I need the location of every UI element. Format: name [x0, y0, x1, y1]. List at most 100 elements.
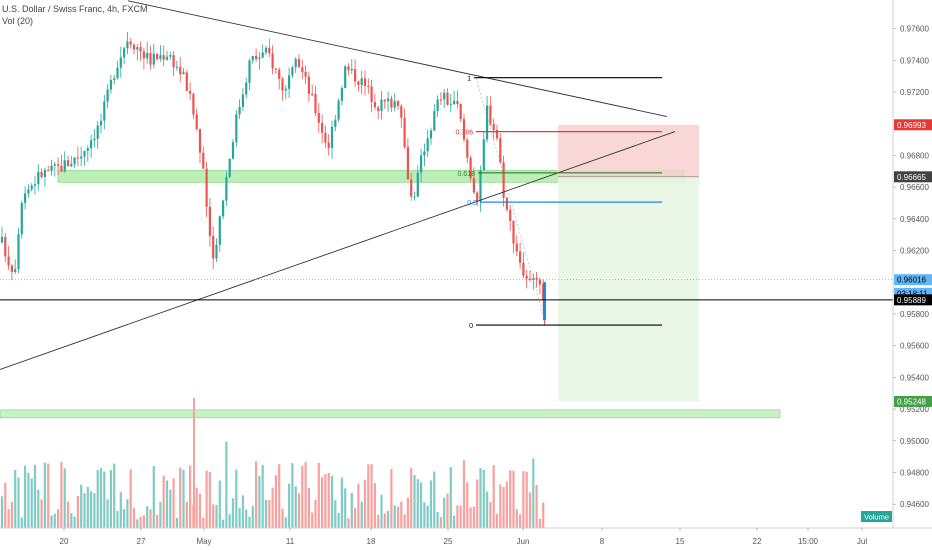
candle-body — [509, 209, 512, 221]
price-tick-label: 0.96600 — [900, 183, 929, 192]
candles-layer — [0, 31, 546, 326]
candle-body — [83, 150, 86, 157]
drawings-layer[interactable]: 1 0.786 0.618 0.5 0 — [0, 0, 893, 370]
zones-layer — [0, 124, 781, 419]
candle — [37, 164, 40, 191]
price-tick-label: 0.95200 — [900, 405, 929, 414]
candle-body — [251, 56, 254, 61]
candle-body — [330, 126, 334, 148]
candle-body — [390, 98, 393, 108]
candle — [284, 84, 287, 100]
candle — [202, 146, 205, 170]
volume-bar — [449, 467, 452, 528]
volume-bar — [33, 464, 37, 528]
symbol-title[interactable]: U.S. Dollar / Swiss Franc, 4h, FXCM — [2, 4, 148, 14]
volume-bar — [159, 501, 162, 528]
candle-body — [179, 66, 182, 75]
candle-body — [453, 101, 456, 104]
volume-bar — [27, 472, 30, 528]
candle-body — [60, 165, 63, 172]
candle — [370, 79, 373, 113]
volume-bar — [251, 505, 254, 528]
candle-body — [456, 101, 459, 104]
volume-bar — [344, 488, 347, 528]
candle — [261, 44, 264, 59]
volume-bar — [479, 468, 482, 528]
candle-body — [436, 99, 439, 112]
volume-bar — [426, 505, 429, 528]
volume-bar — [222, 519, 225, 528]
candle — [436, 95, 439, 117]
candle — [278, 67, 281, 90]
volume-indicator-label[interactable]: Vol (20) — [2, 16, 34, 26]
volume-bar — [76, 495, 79, 528]
candle — [189, 82, 192, 101]
candle — [4, 232, 7, 263]
volume-bar — [261, 465, 264, 528]
time-tick-label: May — [196, 537, 211, 546]
volume-bar — [334, 500, 337, 528]
candle — [76, 146, 79, 167]
descending-trendline — [127, 0, 668, 117]
time-tick-label: 11 — [286, 537, 295, 546]
candle-body — [43, 170, 46, 178]
candle-body — [146, 52, 149, 59]
volume-bar — [106, 499, 109, 528]
time-tick-label: 15 — [676, 537, 685, 546]
candle — [456, 90, 459, 109]
volume-bar — [284, 517, 287, 528]
candle-body — [281, 78, 284, 91]
candle-body — [73, 157, 76, 165]
candle — [321, 114, 324, 144]
demand-zone — [0, 409, 781, 419]
volume-bar — [400, 501, 403, 528]
volume-bar — [324, 474, 327, 528]
candle — [208, 198, 211, 247]
candle-body — [96, 125, 99, 139]
stop-loss-zone — [558, 124, 699, 177]
candle-body — [337, 100, 340, 120]
candle-body — [33, 184, 37, 186]
price-tick-label: 0.94600 — [900, 500, 929, 509]
candle-body — [420, 155, 423, 173]
candle-body — [519, 251, 522, 263]
price-label-text: 0.96993 — [897, 121, 926, 130]
candle — [377, 105, 380, 120]
candle-body — [126, 41, 129, 49]
candle-body — [119, 57, 122, 68]
candle-body — [76, 157, 79, 159]
volume-bar — [231, 498, 235, 528]
candle — [251, 55, 254, 65]
volume-bar — [30, 478, 33, 528]
volume-bar — [152, 466, 155, 528]
candle — [324, 125, 327, 149]
volume-bar — [40, 499, 43, 528]
volume-bar — [446, 493, 449, 528]
candle-body — [162, 55, 165, 60]
candle — [344, 64, 347, 89]
candle — [90, 134, 93, 158]
volume-bar — [462, 460, 466, 528]
candle — [43, 167, 46, 188]
candle — [109, 75, 112, 94]
candle — [99, 113, 103, 134]
volume-bar — [307, 488, 310, 528]
volume-bar — [37, 489, 40, 528]
volume-bar — [139, 516, 142, 528]
volume-bar — [14, 469, 17, 528]
candle-body — [248, 60, 251, 83]
volume-bar — [132, 507, 136, 528]
candle-body — [472, 178, 475, 193]
volume-bar — [182, 469, 185, 528]
candle-body — [159, 55, 162, 60]
candle-body — [466, 139, 469, 158]
volume-bar — [228, 514, 231, 528]
candle — [212, 226, 215, 270]
candle — [126, 31, 129, 55]
candle — [307, 71, 310, 102]
price-tick-label: 0.97600 — [900, 25, 929, 34]
candle-body — [347, 66, 350, 71]
candle-body — [324, 132, 327, 143]
candle-body — [489, 105, 492, 124]
